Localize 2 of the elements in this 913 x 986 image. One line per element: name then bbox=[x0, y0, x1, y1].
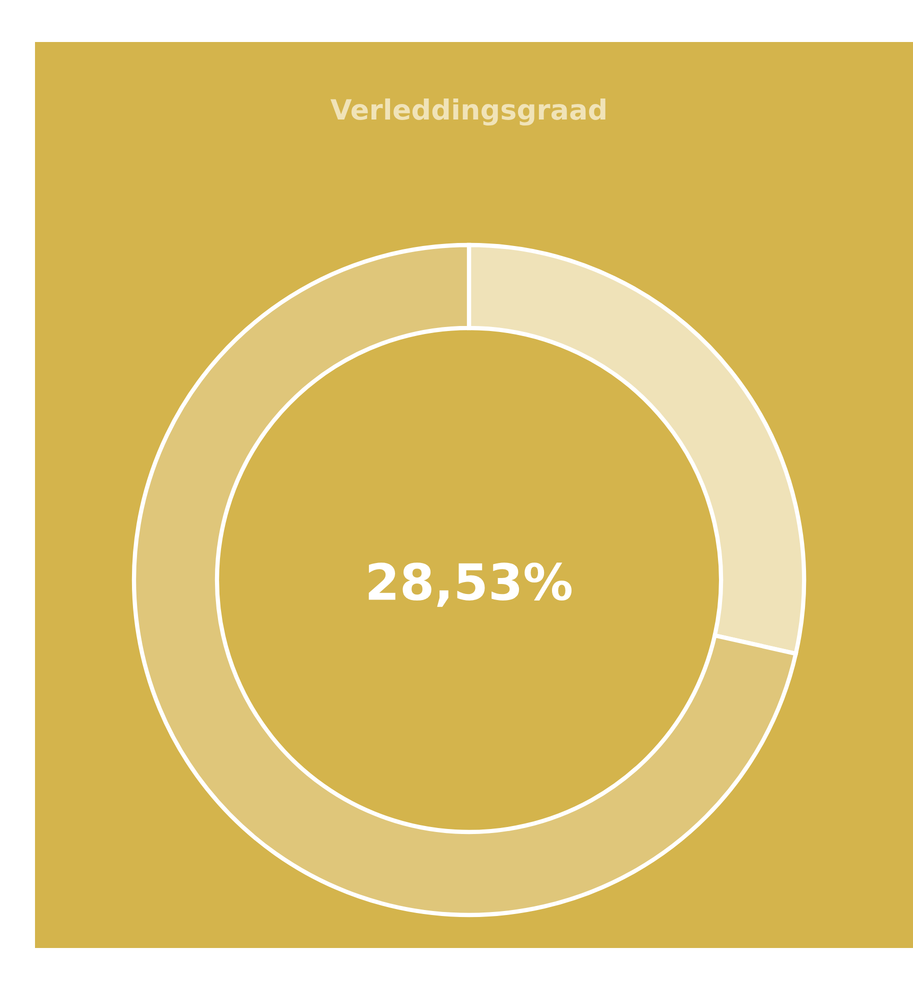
text: 28,53% bbox=[368, 562, 572, 607]
chart-title: Verleddingsgraad bbox=[330, 98, 606, 126]
